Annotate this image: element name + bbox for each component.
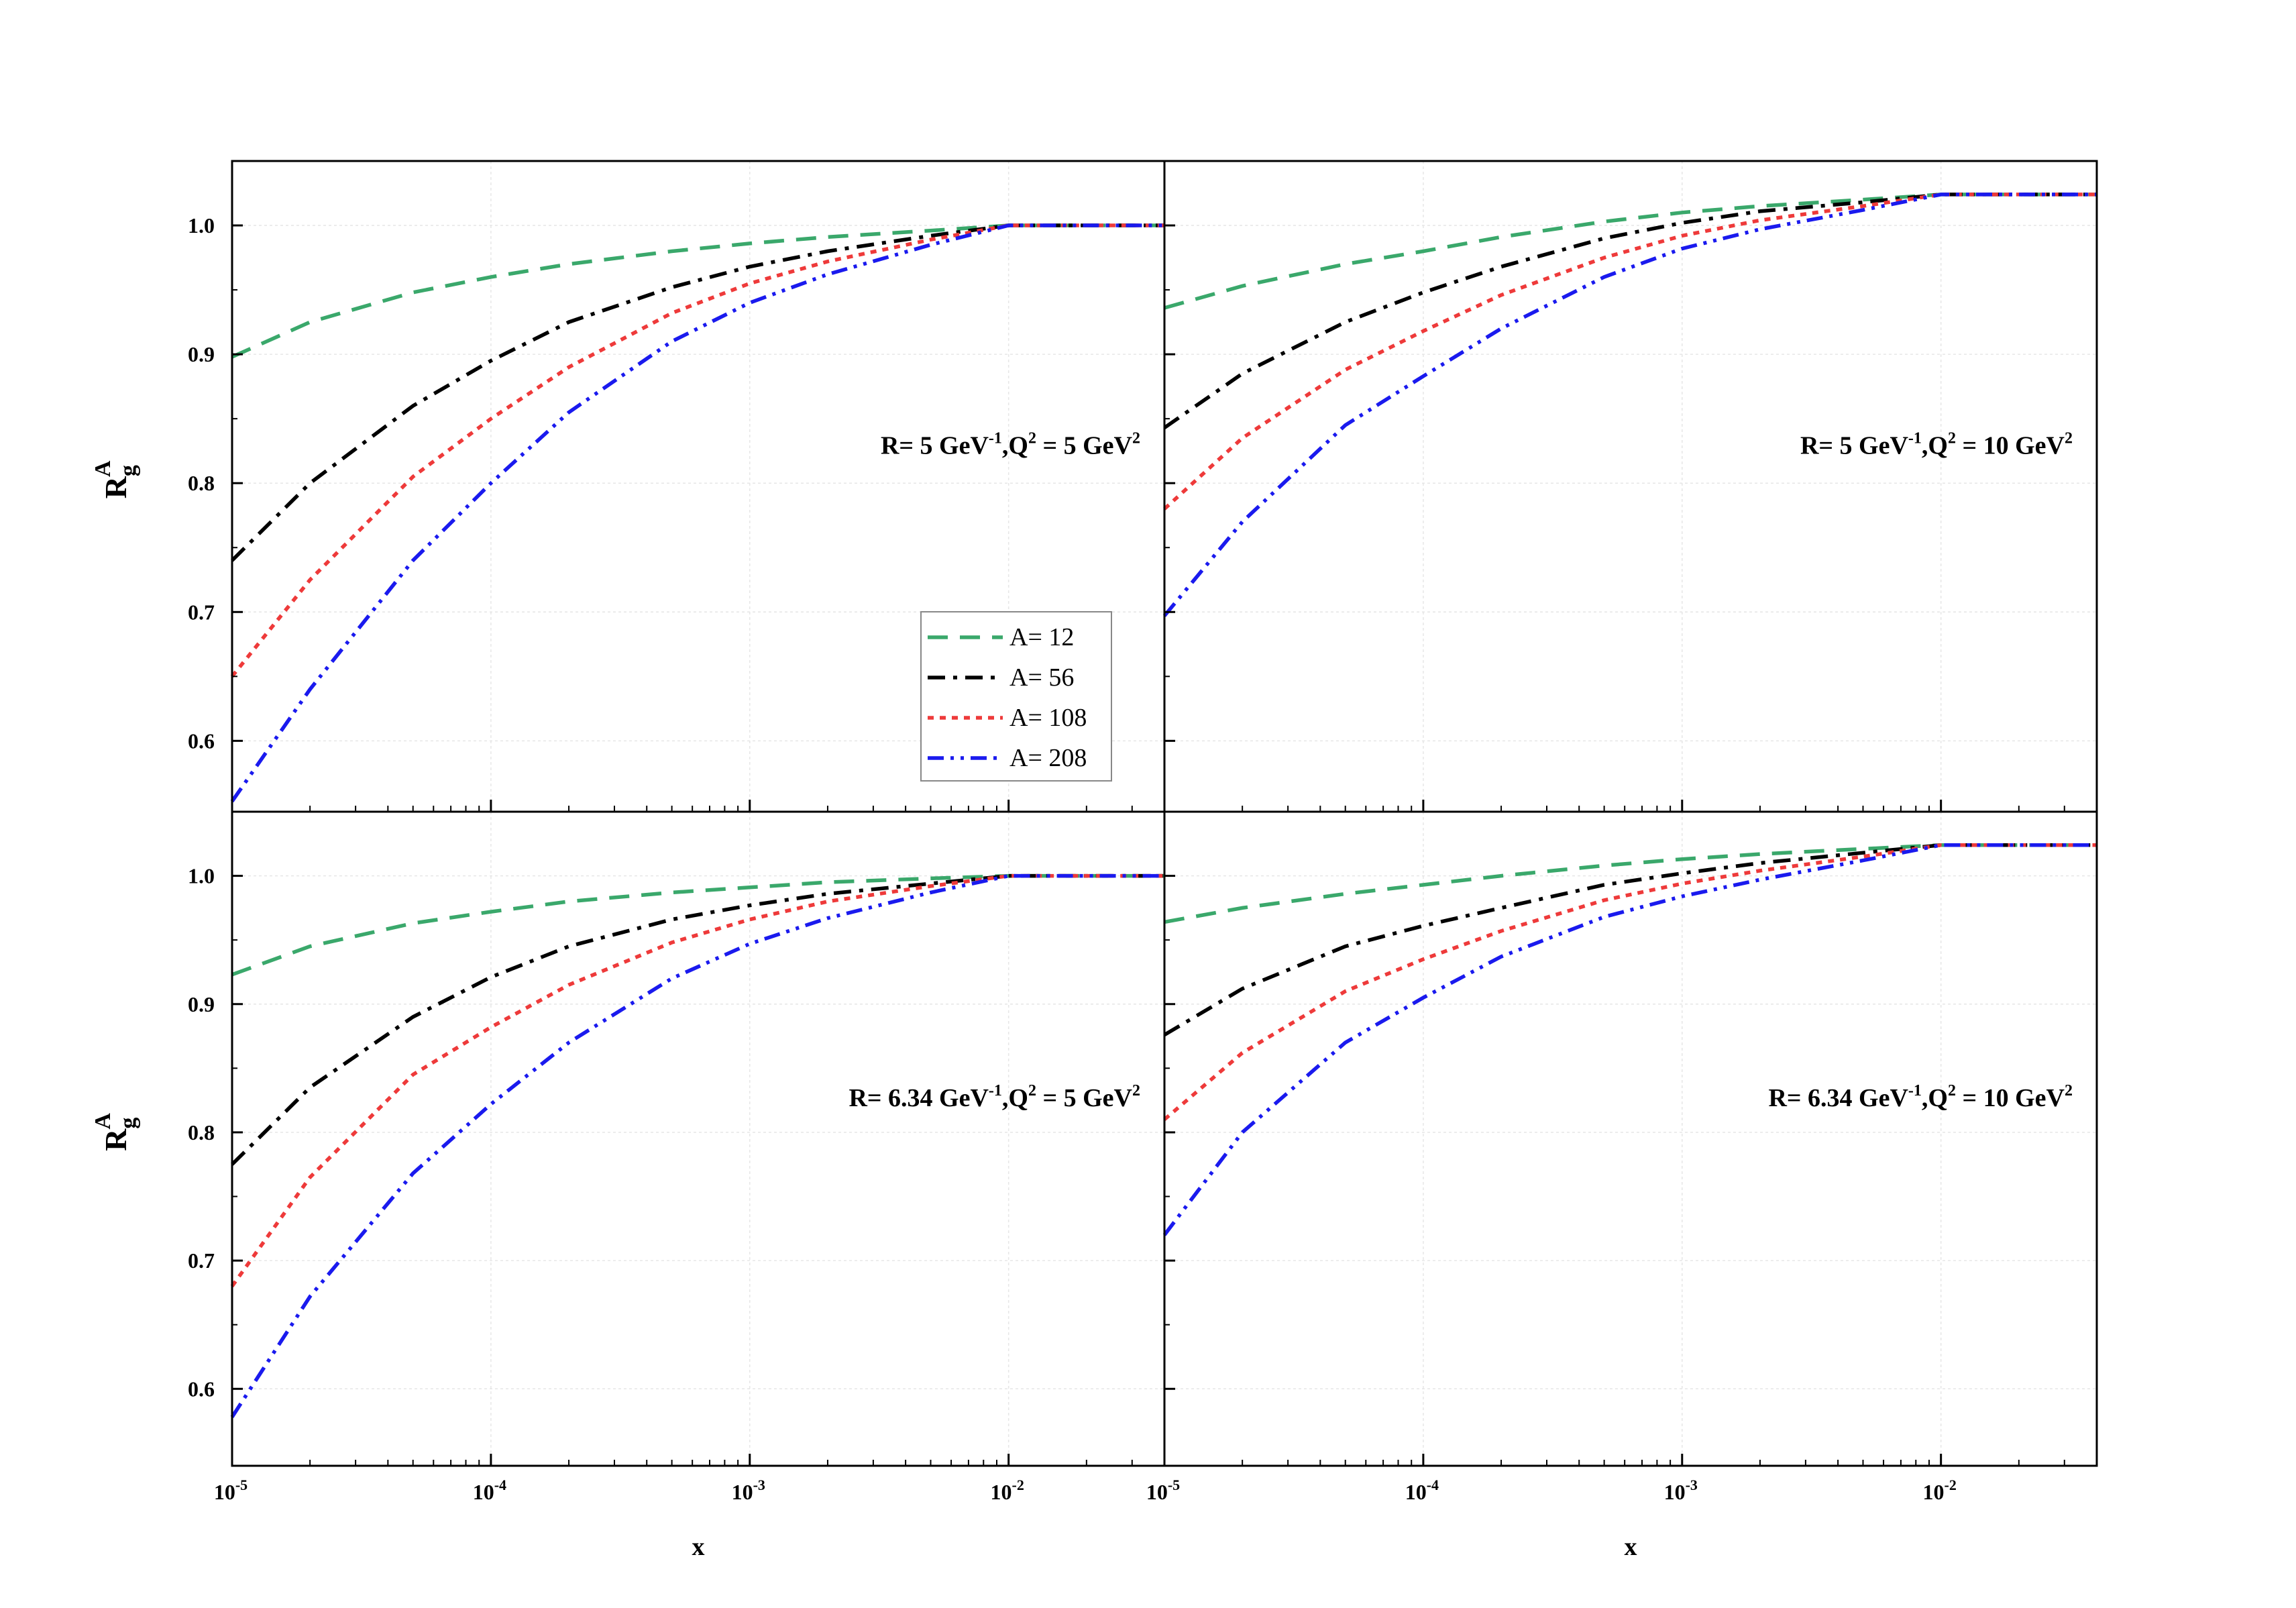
legend-label: A= 56 xyxy=(1009,663,1074,692)
x-tick-label: 10-2 xyxy=(991,1477,1024,1504)
series-line-12 xyxy=(1164,193,2097,310)
y-tick-label: 0.8 xyxy=(188,1120,215,1144)
x-tick-label: 10-5 xyxy=(1146,1477,1180,1504)
x-tick-label: 10-2 xyxy=(1923,1477,1957,1504)
y-tick-label: 0.8 xyxy=(188,471,215,495)
panel-frame xyxy=(1163,810,2098,1467)
x-tick-label: 10-3 xyxy=(732,1477,765,1504)
x-tick-label: 10-4 xyxy=(473,1477,506,1504)
series-line-56 xyxy=(231,873,1164,1166)
series-line-208 xyxy=(230,223,1164,803)
panel-frame xyxy=(231,810,1166,1467)
y-tick-label: 0.7 xyxy=(188,600,215,624)
series-line-12 xyxy=(1164,843,2097,924)
panel-annotation: R= 6.34 GeV-1,Q2 = 5 GeV2 xyxy=(849,1082,1140,1112)
series-line-108 xyxy=(230,873,1164,1287)
y-axis-label: RgA xyxy=(91,1113,141,1151)
series-line-12 xyxy=(231,873,1164,977)
y-axis-label: RgA xyxy=(91,460,141,498)
x-tick-label: 10-5 xyxy=(214,1477,248,1504)
y-tick-label: 0.7 xyxy=(188,1248,215,1273)
legend-label: A= 108 xyxy=(1009,704,1087,732)
series-line-208 xyxy=(1162,193,2097,617)
panel-annotation: R= 5 GeV-1,Q2 = 10 GeV2 xyxy=(1800,430,2073,460)
series-line-12 xyxy=(231,223,1164,359)
x-axis-label: x xyxy=(692,1533,705,1561)
series-line-108 xyxy=(1163,193,2097,511)
series-line-56 xyxy=(231,223,1164,562)
y-tick-label: 0.9 xyxy=(188,342,215,366)
x-tick-label: 10-4 xyxy=(1405,1477,1439,1504)
y-tick-label: 1.0 xyxy=(188,864,215,888)
panel-annotation: R= 6.34 GeV-1,Q2 = 10 GeV2 xyxy=(1768,1082,2073,1112)
panel-frame xyxy=(1163,160,2098,813)
series-line-56 xyxy=(1163,843,2097,1036)
series-line-108 xyxy=(1163,843,2097,1121)
y-tick-label: 0.6 xyxy=(188,729,215,753)
panel-bottom-right: 10-5 10-4 10-3 10-2 x R= 6.34 GeV-1,Q2 = 10 G… xyxy=(1146,810,2098,1561)
x-axis-label: x xyxy=(1625,1533,1637,1561)
legend-label: A= 12 xyxy=(1009,623,1074,651)
panel-annotation: R= 5 GeV-1,Q2 = 5 GeV2 xyxy=(881,430,1140,460)
panel-bottom-left: 0.6 0.7 0.8 0.9 1.0 10-5 10-4 10-3 10-2 x RgA R= 6.… xyxy=(91,810,1166,1561)
y-tick-label: 0.9 xyxy=(188,992,215,1016)
series-line-208 xyxy=(1162,843,2097,1236)
y-tick-label: 0.6 xyxy=(188,1377,215,1401)
panel-top-right: R= 5 GeV-1,Q2 = 10 GeV2 xyxy=(1162,160,2098,813)
panel-top-left: 0.6 0.7 0.8 0.9 1.0 RgA R= 5 GeV-1,Q2 = 5 GeV2… xyxy=(91,160,1166,813)
legend-label: A= 208 xyxy=(1009,744,1087,772)
legend-box xyxy=(920,611,1112,782)
legend: A= 12 A= 56 A= 108 A= 208 xyxy=(920,611,1112,782)
series-line-56 xyxy=(1163,193,2097,429)
series-line-208 xyxy=(230,873,1164,1418)
x-tick-label: 10-3 xyxy=(1664,1477,1698,1504)
series-line-108 xyxy=(230,223,1164,678)
y-tick-label: 1.0 xyxy=(188,213,215,237)
